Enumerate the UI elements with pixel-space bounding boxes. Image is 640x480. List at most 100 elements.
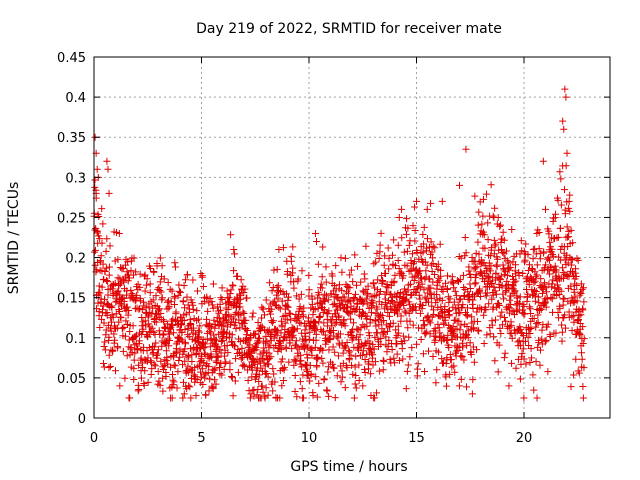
data-point (414, 360, 422, 368)
data-point (225, 293, 233, 301)
data-point (223, 329, 231, 337)
y-tick-labels: 0 0.05 0.1 0.15 0.2 0.25 0.3 0.35 0.4 0.45 (57, 51, 86, 427)
data-point (213, 359, 221, 367)
data-point (268, 305, 276, 313)
data-point (311, 343, 319, 351)
data-point (320, 327, 328, 335)
data-point (170, 329, 178, 337)
data-point (175, 281, 183, 289)
data-point (386, 323, 394, 331)
data-point (527, 345, 535, 353)
data-point (255, 334, 263, 342)
data-point (341, 322, 349, 330)
data-point (498, 321, 506, 329)
data-point (238, 344, 246, 352)
data-point (565, 273, 573, 281)
data-point (95, 312, 103, 320)
data-point (191, 364, 199, 372)
data-point (495, 246, 503, 254)
data-point (381, 252, 389, 260)
data-point (379, 278, 387, 286)
data-point (100, 319, 108, 327)
data-point (176, 353, 184, 361)
data-point (468, 300, 476, 308)
data-point (350, 319, 358, 327)
data-point (413, 197, 420, 205)
data-point (256, 350, 264, 358)
data-point (519, 345, 527, 353)
data-point (419, 350, 427, 358)
data-point (99, 260, 107, 268)
data-point (396, 294, 404, 302)
data-point (321, 297, 329, 305)
data-point (275, 246, 283, 254)
data-point (533, 229, 541, 237)
data-point (234, 272, 242, 280)
data-point (363, 312, 371, 320)
data-point (540, 248, 548, 256)
data-point (216, 363, 224, 371)
data-point (482, 190, 490, 198)
data-point (278, 382, 286, 390)
data-point (240, 310, 248, 318)
data-point (513, 307, 521, 315)
data-point (313, 363, 321, 371)
data-point (376, 248, 384, 256)
data-point (298, 363, 306, 371)
data-point (278, 297, 286, 305)
data-point (386, 312, 394, 320)
data-point (455, 309, 463, 317)
data-point (468, 313, 476, 321)
data-point (485, 265, 493, 273)
data-point (150, 343, 158, 351)
data-point (386, 355, 394, 363)
data-point (487, 181, 495, 189)
data-point (426, 275, 434, 283)
data-point (572, 265, 580, 273)
data-point (205, 363, 213, 371)
data-point (358, 351, 366, 359)
data-point (123, 268, 131, 276)
data-point (579, 382, 587, 390)
data-point (506, 323, 514, 331)
data-point (449, 303, 457, 311)
data-point (315, 291, 323, 299)
data-point (181, 340, 189, 348)
data-point (578, 285, 586, 293)
data-point (554, 196, 562, 204)
data-point (489, 212, 497, 220)
data-point (292, 337, 300, 345)
data-point (500, 354, 508, 362)
data-point (532, 273, 540, 281)
data-point (319, 243, 327, 251)
data-point (463, 341, 471, 349)
y-tick-label: 0.15 (57, 292, 86, 307)
data-point (382, 333, 390, 341)
data-point (242, 316, 250, 324)
data-point (363, 350, 371, 358)
data-point (436, 329, 444, 337)
data-point (496, 276, 504, 284)
data-point (108, 285, 116, 293)
data-point (359, 347, 367, 355)
data-point (383, 288, 391, 296)
data-point (482, 306, 490, 314)
data-point (426, 330, 434, 338)
data-point (461, 252, 469, 260)
data-point (378, 300, 386, 308)
data-point (218, 284, 226, 292)
data-point (491, 242, 499, 250)
data-point (557, 287, 565, 295)
data-point (575, 329, 583, 337)
data-point (512, 270, 520, 278)
data-point (335, 312, 343, 320)
data-point (453, 342, 461, 350)
data-point (149, 296, 157, 304)
data-point (269, 365, 277, 373)
data-point (241, 285, 249, 293)
data-point (438, 197, 446, 205)
data-point (209, 280, 217, 288)
data-point (127, 286, 135, 294)
data-point (431, 271, 439, 279)
data-point (371, 284, 379, 292)
